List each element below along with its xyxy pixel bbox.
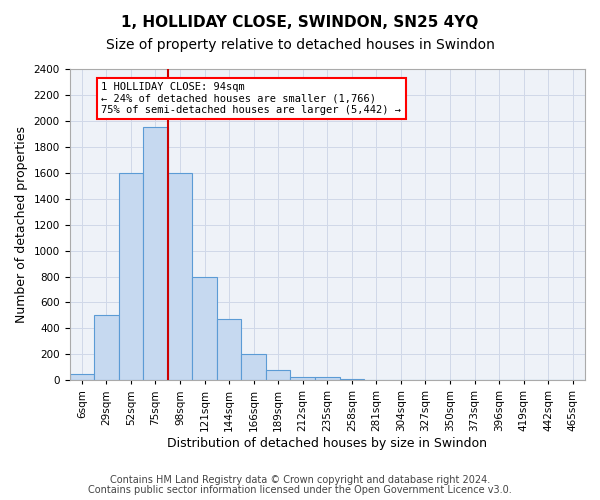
Bar xyxy=(94,316,119,380)
Bar xyxy=(266,370,290,380)
Bar xyxy=(340,379,364,380)
Y-axis label: Number of detached properties: Number of detached properties xyxy=(15,126,28,323)
Bar xyxy=(217,320,241,380)
Bar xyxy=(192,276,217,380)
Bar xyxy=(70,374,94,380)
Bar xyxy=(168,173,192,380)
X-axis label: Distribution of detached houses by size in Swindon: Distribution of detached houses by size … xyxy=(167,437,487,450)
Text: Size of property relative to detached houses in Swindon: Size of property relative to detached ho… xyxy=(106,38,494,52)
Text: 1, HOLLIDAY CLOSE, SWINDON, SN25 4YQ: 1, HOLLIDAY CLOSE, SWINDON, SN25 4YQ xyxy=(121,15,479,30)
Text: Contains public sector information licensed under the Open Government Licence v3: Contains public sector information licen… xyxy=(88,485,512,495)
Bar xyxy=(315,378,340,380)
Text: Contains HM Land Registry data © Crown copyright and database right 2024.: Contains HM Land Registry data © Crown c… xyxy=(110,475,490,485)
Bar xyxy=(241,354,266,380)
Bar xyxy=(119,173,143,380)
Bar xyxy=(290,377,315,380)
Text: 1 HOLLIDAY CLOSE: 94sqm
← 24% of detached houses are smaller (1,766)
75% of semi: 1 HOLLIDAY CLOSE: 94sqm ← 24% of detache… xyxy=(101,82,401,115)
Bar xyxy=(143,128,168,380)
